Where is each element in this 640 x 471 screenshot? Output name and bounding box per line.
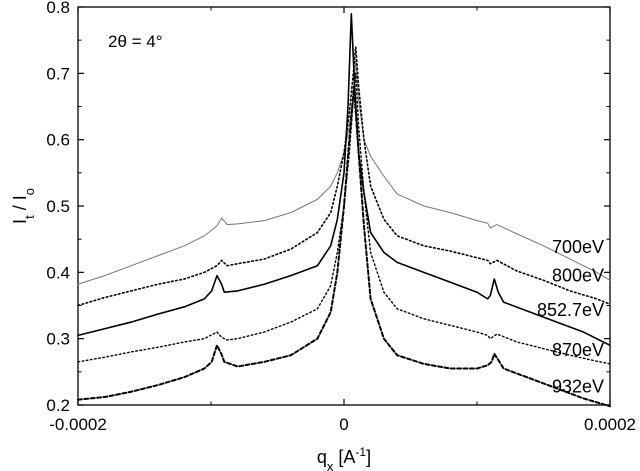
axes-frame: 0.2 0.3 0.4 0.5 0.6 0.7 0.8 -0.0002 0 0.0002 — [46, 0, 636, 434]
y-tick-label: 0.5 — [46, 197, 70, 216]
x-axis-label: qx [A-1] — [317, 445, 371, 471]
angle-annotation: 2θ = 4° — [108, 32, 163, 51]
series-label-700ev: 700eV — [552, 237, 604, 257]
y-axis-label-mid: / I — [10, 195, 30, 215]
series-label-852-7ev: 852.7eV — [537, 300, 604, 320]
x-axis-label-main: q — [317, 447, 327, 467]
x-tick-label: 0.0002 — [584, 415, 636, 434]
x-tick-label: -0.0002 — [49, 415, 107, 434]
series-line-870ev — [77, 72, 611, 365]
series-label-800ev: 800eV — [552, 266, 604, 286]
y-axis-label-main: I — [10, 219, 30, 224]
y-tick-label: 0.3 — [46, 330, 70, 349]
x-axis-label-close: ] — [366, 447, 371, 467]
y-axis-label-sub2: o — [22, 188, 37, 195]
y-tick-label: 0.6 — [46, 131, 70, 150]
series-label-932ev: 932eV — [552, 376, 604, 396]
y-axis-label: It / Io — [10, 188, 37, 224]
series-line-800ev — [77, 46, 611, 307]
series-line-852-7ev — [77, 12, 611, 347]
y-tick-label: 0.8 — [46, 0, 70, 17]
y-tick-label: 0.4 — [46, 263, 70, 282]
series-line-932ev — [77, 85, 611, 408]
series-group — [77, 12, 611, 408]
y-axis-label-sub1: t — [22, 215, 37, 219]
y-tick-label: 0.7 — [46, 64, 70, 83]
x-axis-label-sub: x — [327, 459, 334, 471]
series-label-870ev: 870eV — [552, 340, 604, 360]
x-tick-label: 0 — [339, 415, 348, 434]
x-axis-label-unit: [A — [333, 447, 355, 467]
x-axis-label-sup: -1 — [355, 445, 366, 459]
y-tick-label: 0.2 — [46, 396, 70, 415]
